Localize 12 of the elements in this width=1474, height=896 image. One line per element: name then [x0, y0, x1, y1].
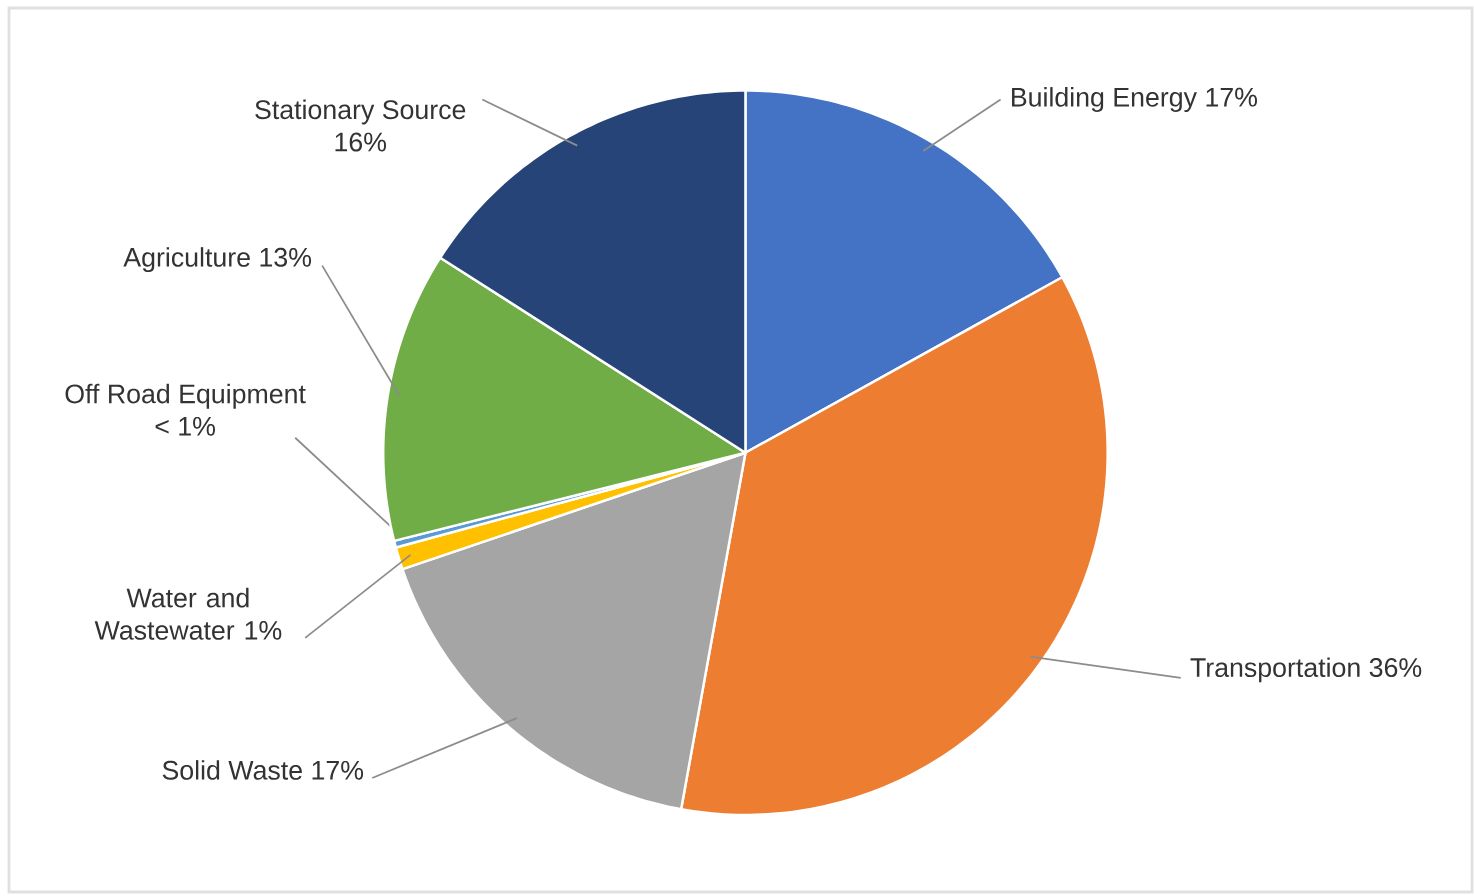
- slice-label: Transportation: [1190, 657, 1360, 683]
- data-label: < 1%: [155, 416, 215, 436]
- data-label: 17%: [1206, 87, 1258, 107]
- slice-label: Agriculture: [123, 247, 250, 273]
- slice-label: Solid Waste: [162, 760, 302, 780]
- data-label: 16%: [335, 132, 387, 152]
- slice-label: Stationary Source: [255, 99, 466, 125]
- data-label: 17%: [312, 760, 364, 780]
- slice-label: Off Road Equipment: [65, 383, 306, 409]
- slice-label: Building Energy: [1012, 87, 1197, 113]
- data-label: 13%: [260, 247, 312, 267]
- data-label: 36%: [1369, 658, 1422, 678]
